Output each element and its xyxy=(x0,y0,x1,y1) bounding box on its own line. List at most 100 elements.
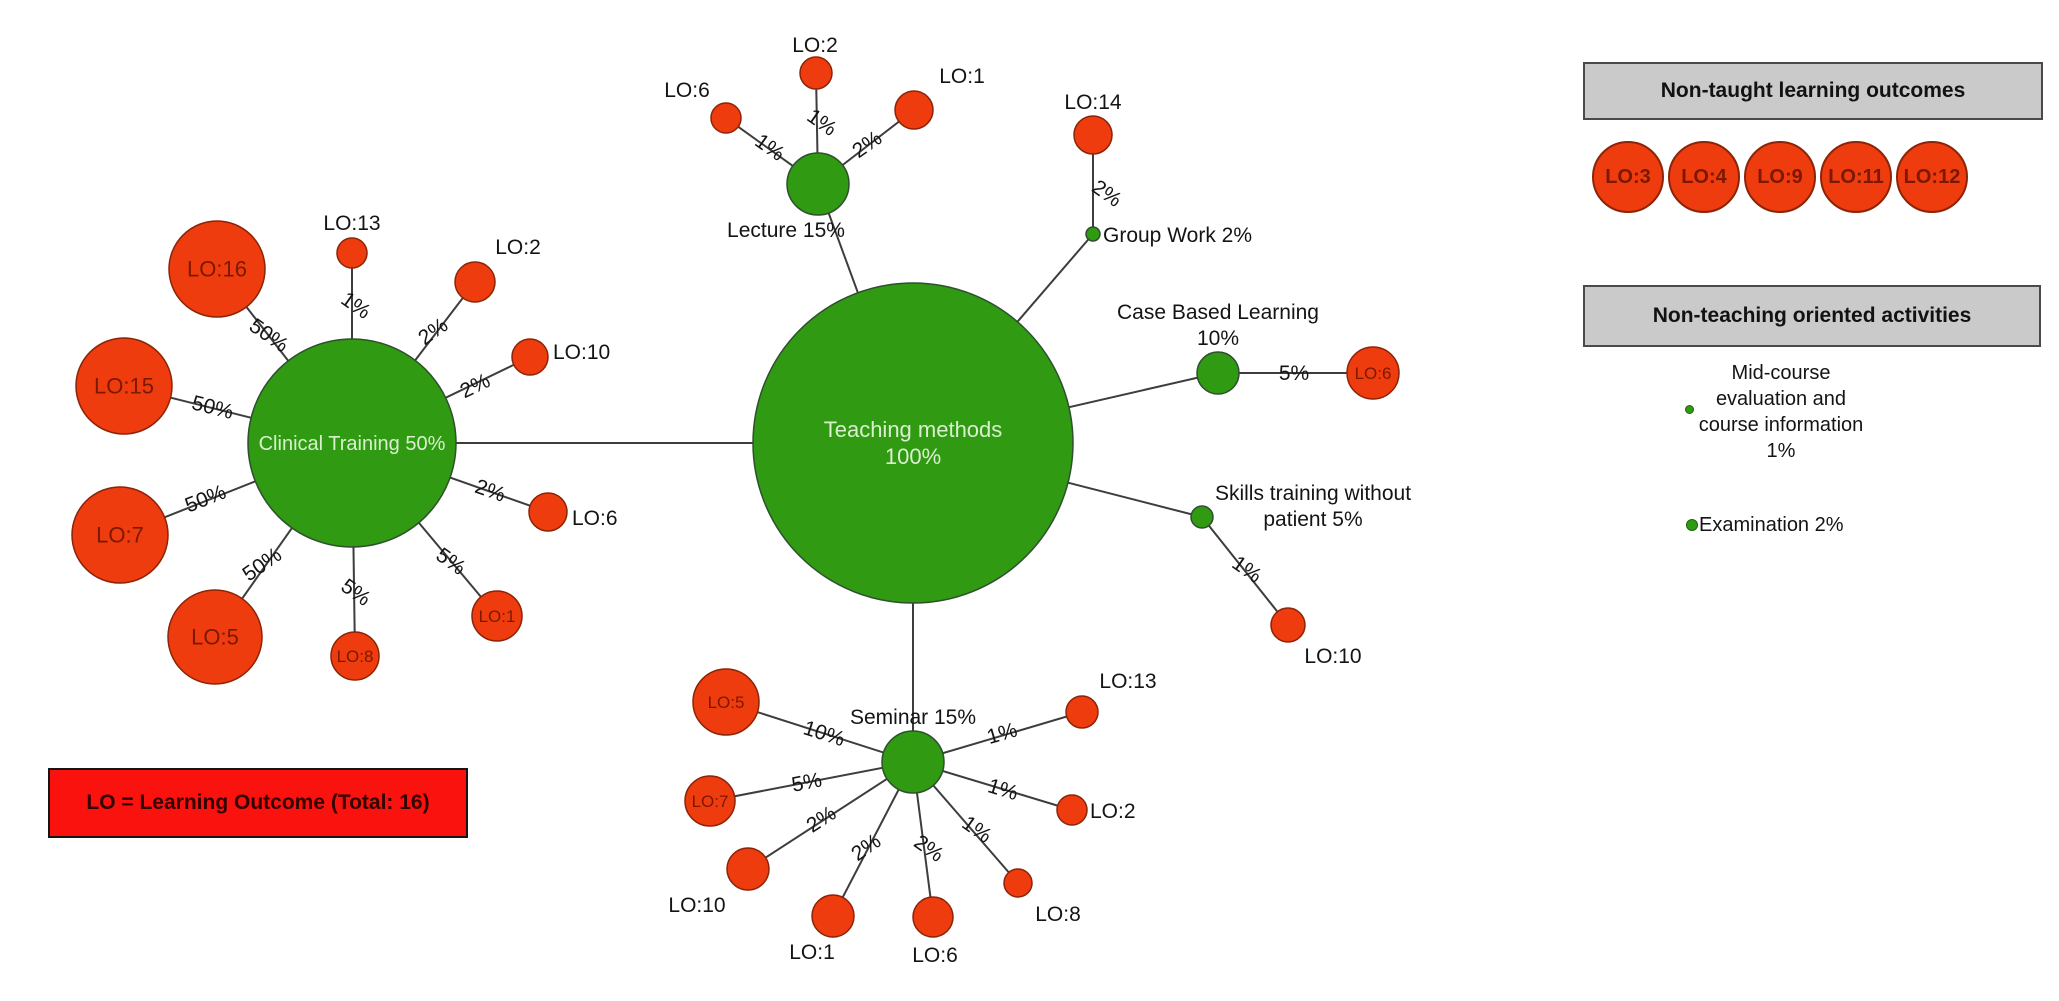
edge-label-seminar-lo1_s: 2% xyxy=(847,830,885,866)
node-label-lo10_s: LO:10 xyxy=(1304,645,1361,668)
node-lo2_c xyxy=(454,261,496,303)
node-label-lo15_c: LO:15 xyxy=(94,374,154,399)
node-seminar xyxy=(881,730,945,794)
node-label-lo2_l: LO:2 xyxy=(792,34,838,57)
node-label-lo5_s: LO:5 xyxy=(708,693,745,712)
edge-skills-lo10_s xyxy=(1201,516,1289,626)
edge-label-seminar-lo7_s: 5% xyxy=(790,768,824,796)
node-clinical xyxy=(247,338,457,548)
edge-label-cbl-lo6_cbl: 5% xyxy=(1279,362,1309,385)
non-taught-outcome-circle: LO:3 xyxy=(1592,141,1664,213)
node-lo6_s xyxy=(912,896,954,938)
node-label-lo2_c: LO:2 xyxy=(495,236,541,259)
mid-course-dot-icon xyxy=(1685,405,1694,414)
edge-label-clinical-lo6_c: 2% xyxy=(472,475,508,507)
node-label-lo7_s: LO:7 xyxy=(692,792,729,811)
node-lo14 xyxy=(1073,115,1113,155)
node-lo5_c xyxy=(167,589,263,685)
node-label-skills: Skills training without patient 5% xyxy=(1215,482,1411,531)
node-label-lo1_s: LO:1 xyxy=(789,941,835,964)
node-lo7_c xyxy=(71,486,169,584)
panel-non-taught-header: Non-taught learning outcomes xyxy=(1583,62,2043,120)
node-lo13_s xyxy=(1065,695,1099,729)
node-lo8_s xyxy=(1003,868,1033,898)
node-lo16_c xyxy=(168,220,266,318)
node-groupwork xyxy=(1085,226,1101,242)
edge-label-seminar-lo6_s: 2% xyxy=(910,831,948,867)
node-label-lo8_s: LO:8 xyxy=(1035,903,1081,926)
non-taught-outcome-circle: LO:11 xyxy=(1820,141,1892,213)
node-teaching xyxy=(752,282,1074,604)
node-lo7_s xyxy=(684,775,736,827)
node-lecture xyxy=(786,152,850,216)
edge-label-clinical-lo5_c: 50% xyxy=(238,543,286,586)
node-lo6_c xyxy=(528,492,568,532)
node-label-lo13_s: LO:13 xyxy=(1099,670,1156,693)
node-lo13_c xyxy=(336,237,368,269)
node-lo10_sem xyxy=(726,847,770,891)
node-lo10_c xyxy=(511,338,549,376)
node-lo6_cbl xyxy=(1346,346,1400,400)
node-lo1_s xyxy=(811,894,855,938)
node-lo15_c xyxy=(75,337,173,435)
non-taught-circles-row: LO:3 LO:4 LO:9 LO:11 LO:12 xyxy=(1592,141,1968,213)
node-label-lo2_s: LO:2 xyxy=(1090,800,1136,823)
node-lo8_c xyxy=(330,631,380,681)
node-skills xyxy=(1190,505,1214,529)
non-taught-outcome-circle: LO:12 xyxy=(1896,141,1968,213)
edge-label-lecture-lo2_l: 1% xyxy=(803,105,841,141)
node-lo2_s xyxy=(1056,794,1088,826)
node-lo10_s xyxy=(1270,607,1306,643)
edge-label-clinical-lo15_c: 50% xyxy=(189,391,235,424)
edge-label-clinical-lo16_c: 50% xyxy=(245,314,293,357)
node-label-lo6_l: LO:6 xyxy=(664,79,710,102)
edge-label-seminar-lo13_s: 1% xyxy=(984,718,1020,749)
edge-label-lecture-lo6_l: 1% xyxy=(751,130,789,166)
edge-label-seminar-lo10_sem: 2% xyxy=(802,802,840,838)
node-cbl xyxy=(1196,351,1240,395)
node-label-lo14: LO:14 xyxy=(1064,91,1122,114)
node-lo2_l xyxy=(799,56,833,90)
edge-label-clinical-lo10_c: 2% xyxy=(457,369,494,403)
node-label-lo16_c: LO:16 xyxy=(187,257,247,282)
node-lo5_s xyxy=(692,668,760,736)
edge-label-clinical-lo7_c: 50% xyxy=(182,481,230,518)
examination-dot-icon xyxy=(1686,519,1698,531)
legend-box: LO = Learning Outcome (Total: 16) xyxy=(48,768,468,838)
edge-seminar-lo10_sem xyxy=(747,761,914,870)
node-label-lo8_c: LO:8 xyxy=(337,647,374,666)
node-label-lo10_c: LO:10 xyxy=(553,341,610,364)
node-label-lecture: Lecture 15% xyxy=(727,219,845,242)
node-lo1_c xyxy=(471,590,523,642)
examination-activity-label: Examination 2% xyxy=(1699,514,1844,536)
node-label-lo1_c: LO:1 xyxy=(479,607,516,626)
edge-label-seminar-lo5_s: 10% xyxy=(800,716,847,751)
panel-non-teaching-header: Non-teaching oriented activities xyxy=(1583,285,2041,347)
node-label-cbl: Case Based Learning 10% xyxy=(1117,301,1319,350)
edge-label-seminar-lo2_s: 1% xyxy=(985,774,1021,805)
edge-label-seminar-lo8_s: 1% xyxy=(958,812,996,848)
node-lo1_l xyxy=(894,90,934,130)
edge-label-clinical-lo13_c: 1% xyxy=(337,288,375,324)
node-label-lo13_c: LO:13 xyxy=(323,212,380,235)
edge-seminar-lo7_s xyxy=(709,761,914,802)
non-taught-outcome-circle: LO:9 xyxy=(1744,141,1816,213)
node-label-teaching: Teaching methods 100% xyxy=(824,417,1003,469)
node-label-lo6_cbl: LO:6 xyxy=(1355,364,1392,383)
node-label-lo10_sem: LO:10 xyxy=(668,894,725,917)
edge-label-clinical-lo8_c: 5% xyxy=(337,575,375,611)
mid-course-activity-label: Mid-course evaluation and course informa… xyxy=(1698,362,1864,462)
node-label-groupwork: Group Work 2% xyxy=(1103,224,1252,247)
node-label-lo7_c: LO:7 xyxy=(96,523,144,548)
node-label-clinical: Clinical Training 50% xyxy=(259,433,446,455)
node-label-lo5_c: LO:5 xyxy=(191,625,239,650)
node-label-lo6_s: LO:6 xyxy=(912,944,958,967)
node-lo6_l xyxy=(710,102,742,134)
node-label-seminar: Seminar 15% xyxy=(850,706,976,729)
node-label-lo6_c: LO:6 xyxy=(572,507,618,530)
node-label-lo1_l: LO:1 xyxy=(939,65,985,88)
edge-label-clinical-lo1_c: 5% xyxy=(432,544,470,580)
non-taught-outcome-circle: LO:4 xyxy=(1668,141,1740,213)
